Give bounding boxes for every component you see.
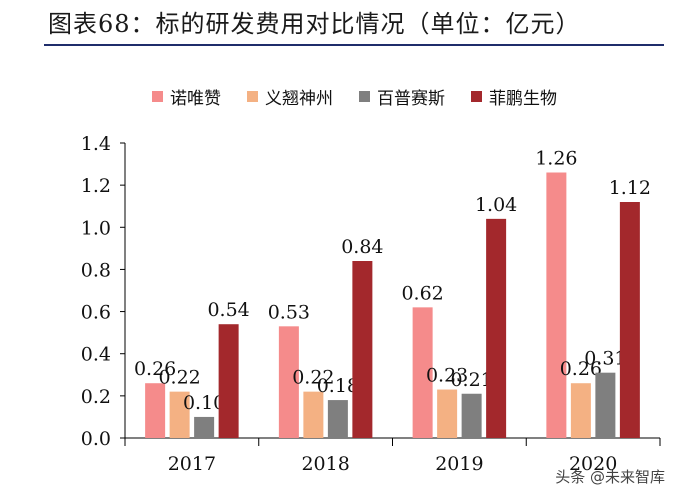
data-label: 0.21	[450, 369, 492, 391]
legend-swatch	[471, 91, 482, 102]
bar	[595, 372, 616, 438]
legend-label: 菲鹏生物	[489, 89, 557, 109]
bar	[412, 307, 433, 438]
bar	[619, 202, 640, 438]
y-tick-label: 0.6	[81, 302, 111, 324]
legend-item-baipusaisi: 百普赛斯	[359, 84, 445, 109]
legend-swatch	[247, 91, 258, 102]
bar	[194, 416, 215, 438]
bar	[278, 326, 299, 438]
y-tick-label: 0.2	[81, 386, 111, 408]
chart-title: 图表68：标的研发费用对比情况（单位：亿元）	[48, 10, 581, 38]
bar	[218, 324, 239, 438]
data-label: 1.26	[535, 148, 577, 170]
y-tick-label: 0.8	[81, 259, 111, 281]
data-label: 0.84	[341, 236, 383, 258]
legend-label: 义翘神州	[265, 89, 333, 109]
data-label: 1.04	[475, 194, 517, 216]
data-label: 0.23	[426, 365, 468, 387]
y-tick-label: 1.4	[81, 133, 111, 155]
chart-legend: 诺唯赞 义翘神州 百普赛斯 菲鹏生物	[152, 84, 583, 109]
x-tick-label: 2019	[435, 453, 483, 475]
data-label: 0.53	[268, 301, 310, 323]
y-tick-label: 1.2	[81, 175, 111, 197]
data-label: 1.12	[609, 177, 651, 199]
y-tick-label: 0.4	[81, 344, 111, 366]
x-tick-label: 2020	[569, 453, 617, 475]
watermark-text: 头条 @未来智库	[555, 468, 665, 486]
bar	[303, 391, 324, 438]
y-tick-label: 0.0	[81, 428, 111, 450]
bar	[327, 400, 348, 438]
bar	[437, 389, 458, 438]
bar	[461, 393, 482, 438]
legend-label: 百普赛斯	[377, 89, 445, 109]
bar	[570, 383, 591, 438]
legend-item-feipeng: 菲鹏生物	[471, 84, 557, 109]
data-label: 0.31	[584, 348, 626, 370]
bar	[352, 261, 373, 438]
data-label: 0.22	[158, 367, 200, 389]
bar	[486, 218, 507, 438]
x-tick-label: 2018	[301, 453, 349, 475]
x-tick-label: 2017	[168, 453, 216, 475]
data-label: 0.10	[183, 392, 225, 414]
y-tick-label: 1.0	[81, 217, 111, 239]
legend-swatch	[359, 91, 370, 102]
legend-item-yiqiao: 义翘神州	[247, 84, 333, 109]
legend-label: 诺唯赞	[170, 89, 221, 109]
data-label: 0.22	[292, 367, 334, 389]
bar	[145, 383, 166, 438]
data-label: 0.26	[134, 358, 176, 380]
data-label: 0.54	[207, 299, 249, 321]
data-label: 0.18	[317, 375, 359, 397]
data-label: 0.62	[401, 282, 443, 304]
bar	[169, 391, 190, 438]
legend-swatch	[152, 91, 163, 102]
title-divider	[44, 44, 664, 46]
legend-item-nuoweizan: 诺唯赞	[152, 84, 221, 109]
data-label: 0.26	[560, 358, 602, 380]
bar	[546, 172, 567, 438]
